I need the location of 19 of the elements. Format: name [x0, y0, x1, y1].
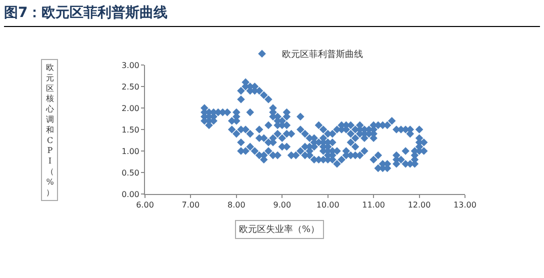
y-tick-label: 2.50 — [122, 82, 140, 92]
x-tick-label: 12.00 — [408, 200, 431, 210]
y-tick-label: 2.00 — [122, 104, 140, 113]
legend-label: 欧元区菲利普斯曲线 — [282, 49, 363, 60]
chart-title: 图7：欧元区菲利普斯曲线 — [4, 0, 540, 27]
x-tick-label: 7.00 — [182, 200, 200, 210]
x-tick-label: 11.00 — [362, 200, 386, 210]
y-tick-label: 1.00 — [122, 146, 140, 156]
x-tick-label: 8.00 — [228, 200, 246, 210]
x-axis-title: 欧元区失业率（%） — [239, 224, 320, 235]
y-tick-label: 1.50 — [122, 125, 140, 134]
y-tick-label: 3.00 — [122, 60, 140, 70]
x-tick-label: 13.00 — [454, 200, 476, 210]
text: 欧元区核心调和CPI（%） — [46, 63, 54, 197]
y-tick-label: 0.50 — [122, 168, 140, 178]
x-tick-label: 10.00 — [316, 200, 340, 210]
x-tick-label: 9.00 — [273, 200, 292, 210]
x-tick-label: 6.00 — [136, 200, 154, 210]
y-tick-label: 0.00 — [122, 190, 140, 199]
